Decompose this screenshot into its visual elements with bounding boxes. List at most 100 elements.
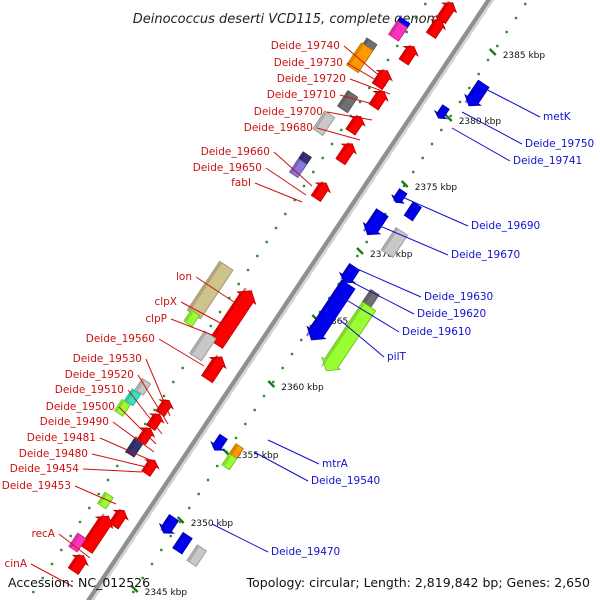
scale-tick-mark: [267, 380, 276, 388]
leader-line-deide-19500: [118, 406, 157, 445]
right-tick-dot: [421, 156, 424, 160]
gene-arrow: [208, 287, 257, 349]
gene-shade: [370, 89, 382, 105]
right-tick-dot: [253, 408, 256, 412]
gene-label-deide-19530: Deide_19530: [73, 353, 142, 365]
right-tick-dot: [150, 562, 154, 566]
gene-shade: [362, 210, 379, 232]
gene-box: [336, 89, 359, 114]
gene-shape: [362, 208, 389, 236]
left-tick-dot: [386, 58, 390, 62]
gene-box: [403, 201, 422, 222]
right-tick-dot: [449, 114, 452, 118]
gene-shape: [391, 188, 408, 204]
leader-line-deide-19560: [158, 338, 205, 367]
leader-line-deide-19480: [91, 453, 147, 468]
gene-shape: [335, 143, 357, 166]
gene-shape: [172, 531, 193, 555]
gene-shade: [110, 508, 122, 524]
gene-shape: [186, 544, 207, 567]
scale-tick-mark: [176, 516, 185, 524]
leader-line-deide-19630: [354, 267, 422, 298]
gene-label-deide-19510: Deide_19510: [55, 384, 124, 396]
gene-arrow: [80, 513, 114, 554]
leader-line-deide-19540: [253, 451, 309, 482]
left-tick-dot: [256, 254, 259, 258]
gene-label-deide-19620: Deide_19620: [417, 308, 486, 320]
gene-label-deide-19750: Deide_19750: [525, 138, 594, 150]
left-tick-dot: [312, 170, 315, 174]
gene-shade: [138, 426, 149, 440]
left-tick-dot: [181, 366, 184, 370]
gene-shade: [389, 22, 400, 36]
gene-label-deide-19481: Deide_19481: [27, 432, 96, 444]
leader-line-deide-19740: [343, 45, 383, 79]
leader-line-deide-19690: [399, 195, 469, 227]
scale-tick-mark: [222, 448, 230, 456]
right-tick-dot: [197, 492, 200, 496]
leader-line-mtra: [267, 439, 320, 465]
left-tick-dot: [302, 184, 306, 188]
gene-label-lon: lon: [176, 271, 192, 283]
gene-shape: [134, 377, 152, 396]
right-tick-dot: [365, 240, 368, 244]
scale-tick-label: 2360 kbp: [281, 383, 324, 393]
gene-shade: [223, 454, 232, 466]
leader-line-deide-19730: [346, 62, 387, 87]
left-tick-dot: [274, 226, 278, 230]
gene-shade: [126, 439, 137, 453]
left-tick-dot: [88, 506, 91, 510]
gene-label-deide-19610: Deide_19610: [402, 326, 471, 338]
gene-shape: [221, 453, 238, 471]
gene-shade: [340, 264, 352, 280]
right-tick-dot: [300, 338, 303, 342]
gene-shade: [210, 287, 247, 341]
gene-arrow: [320, 301, 377, 372]
right-tick-dot: [477, 72, 480, 76]
gene-shade: [185, 311, 194, 322]
right-tick-dot: [505, 30, 508, 34]
right-tick-dot: [356, 254, 359, 258]
right-tick-dot: [440, 128, 443, 132]
gene-shade: [400, 44, 412, 60]
gene-shade: [125, 390, 135, 401]
gene-shape: [368, 90, 389, 111]
left-tick-dot: [405, 30, 408, 34]
left-tick-dot: [41, 576, 44, 580]
scale-tick-mark: [356, 247, 364, 255]
left-tick-dot: [218, 310, 222, 314]
gene-arrow: [67, 553, 89, 576]
gene-label-deide-19741: Deide_19741: [513, 155, 582, 167]
gene-shade: [229, 444, 238, 456]
gene-label-deide-19700: Deide_19700: [254, 106, 323, 118]
right-tick-dot: [412, 170, 415, 174]
left-tick-dot: [321, 156, 324, 160]
gene-label-deide-19680: Deide_19680: [244, 122, 313, 134]
gene-arrow: [146, 412, 165, 431]
gene-label-deide-19490: Deide_19490: [40, 416, 109, 428]
left-tick-dot: [97, 492, 100, 496]
right-tick-dot: [206, 478, 210, 482]
leader-line-pilt: [339, 319, 385, 358]
gene-shape: [312, 110, 336, 136]
gene-shape: [141, 459, 160, 477]
left-tick-dot: [153, 408, 156, 412]
right-tick-dot: [216, 464, 219, 468]
gene-label-deide-19670: Deide_19670: [451, 249, 520, 261]
right-tick-dot: [132, 590, 135, 594]
gene-shape: [183, 309, 201, 328]
right-tick-dot: [141, 576, 144, 580]
gene-shape: [186, 260, 234, 320]
left-tick-dot: [396, 44, 399, 48]
right-tick-dot: [384, 212, 387, 216]
left-tick-dot: [284, 212, 287, 216]
gene-box: [183, 309, 201, 328]
gene-arrow: [305, 279, 356, 341]
gene-arrow: [368, 89, 389, 111]
leader-line-clpp: [170, 318, 221, 339]
left-tick-dot: [293, 198, 296, 202]
left-tick-dot: [78, 520, 82, 524]
gene-label-deide-19470: Deide_19470: [271, 546, 340, 558]
right-tick-dot: [188, 506, 191, 510]
leader-line-lon: [195, 276, 241, 307]
